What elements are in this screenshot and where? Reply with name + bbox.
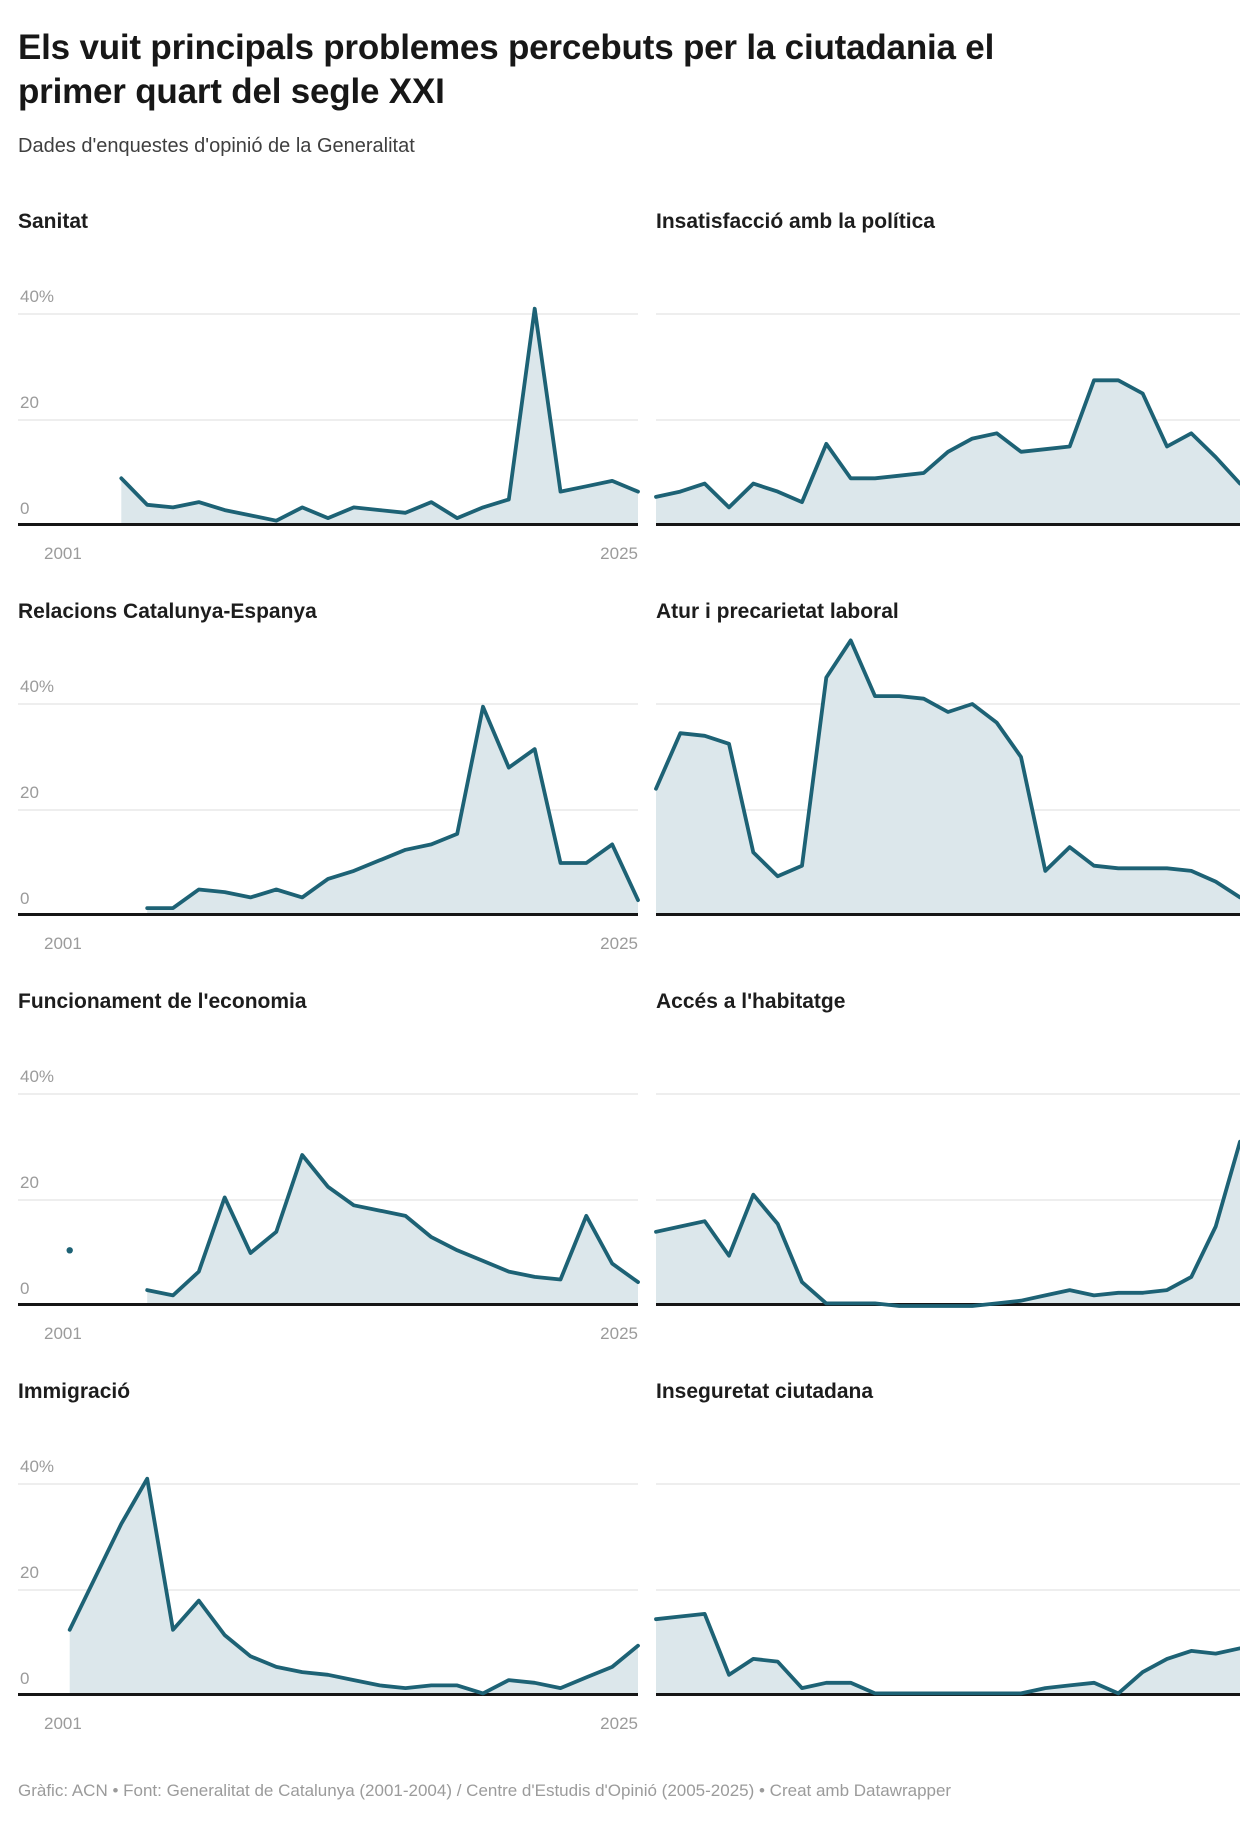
chart-panel-relacions-catalunya-espanya: Relacions Catalunya-Espanya 40% 20 0 200… [18, 598, 640, 988]
chart-panel-atur: Atur i precarietat laboral [654, 598, 1240, 988]
area-fill [656, 640, 1240, 916]
y-tick-40: 40% [20, 1067, 55, 1086]
trend-line [654, 1139, 1240, 1308]
page-subtitle: Dades d'enquestes d'opinió de la General… [18, 135, 415, 157]
trend-line [119, 306, 640, 523]
x-tick-end: 2025 [600, 544, 638, 563]
attribution-footer: Gràfic: ACN • Font: Generalitat de Catal… [18, 1781, 952, 1800]
chart-title: Immigració [18, 1380, 131, 1403]
y-tick-0: 0 [20, 1279, 30, 1298]
trend-line [145, 704, 640, 910]
y-tick-40: 40% [20, 287, 55, 306]
area-fill [69, 1478, 638, 1696]
chart-panel-sanitat: Sanitat 40% 20 0 2001 2025 [18, 208, 640, 598]
plot-area: 40% 20 0 2001 2025 [18, 1406, 640, 1734]
trend-line [654, 378, 1240, 510]
chart-title: Sanitat [18, 210, 89, 233]
plot-area: 40% 20 0 2001 2025 [18, 1016, 640, 1344]
trend-line [654, 638, 1240, 900]
trend-line [67, 1476, 640, 1696]
chart-title: Insatisfacció amb la política [656, 210, 935, 233]
y-tick-40: 40% [20, 677, 55, 696]
chart-panel-inseguretat: Inseguretat ciutadana [654, 1378, 1240, 1768]
y-tick-0: 0 [20, 889, 30, 908]
x-tick-start: 2001 [44, 1714, 82, 1733]
trend-line [654, 1612, 1240, 1696]
y-tick-20: 20 [20, 393, 39, 412]
plot-area [654, 1406, 1240, 1706]
area-chart-atur [654, 638, 1240, 916]
y-tick-20: 20 [20, 1173, 39, 1192]
y-tick-20: 20 [20, 1563, 39, 1582]
x-tick-start: 2001 [44, 1324, 82, 1343]
area-fill [656, 1141, 1240, 1306]
chart-title: Inseguretat ciutadana [656, 1380, 874, 1403]
area-chart-inseguretat [654, 1483, 1240, 1696]
y-tick-20: 20 [20, 783, 39, 802]
chart-panel-economia: Funcionament de l'economia 40% 20 0 2001… [18, 988, 640, 1378]
x-axis-labels: 2001 2025 [18, 1714, 638, 1734]
chart-title: Atur i precarietat laboral [656, 600, 899, 623]
plot-area: 40% 20 0 2001 2025 [18, 236, 640, 564]
x-axis-labels: 2001 2025 [18, 934, 638, 954]
area-chart-habitatge [654, 1093, 1240, 1308]
x-tick-start: 2001 [44, 934, 82, 953]
chart-title: Relacions Catalunya-Espanya [18, 600, 317, 623]
x-axis-labels: 2001 2025 [18, 544, 638, 564]
chart-panel-insatisfaccio-politica: Insatisfacció amb la política [654, 208, 1240, 598]
area-chart-sanitat [18, 306, 640, 526]
y-tick-40: 40% [20, 1457, 55, 1476]
area-fill [121, 308, 639, 526]
chart-title: Funcionament de l'economia [18, 990, 307, 1013]
chart-title: Accés a l'habitatge [656, 990, 846, 1013]
trend-line [145, 1153, 640, 1298]
page: Els vuit principals problemes percebuts … [18, 28, 1240, 1768]
isolated-point [66, 1247, 73, 1254]
area-fill [147, 706, 638, 916]
x-axis-labels: 2001 2025 [18, 1324, 638, 1344]
plot-area [654, 236, 1240, 536]
x-tick-end: 2025 [600, 934, 638, 953]
area-chart-insatisfaccio [654, 313, 1240, 526]
area-chart-immigracio [18, 1476, 640, 1696]
chart-panel-immigracio: Immigració 40% 20 0 2001 2025 [18, 1378, 640, 1768]
y-tick-0: 0 [20, 1669, 30, 1688]
x-tick-end: 2025 [600, 1324, 638, 1343]
x-tick-end: 2025 [600, 1714, 638, 1733]
area-fill [656, 1613, 1240, 1696]
chart-panel-habitatge: Accés a l'habitatge [654, 988, 1240, 1378]
plot-area: 40% 20 0 2001 2025 [18, 626, 640, 954]
charts-grid: Sanitat 40% 20 0 2001 2025 In [18, 208, 1240, 1768]
area-fill [147, 1155, 638, 1306]
plot-area [654, 1016, 1240, 1316]
plot-area [654, 626, 1240, 926]
x-tick-start: 2001 [44, 544, 82, 563]
area-chart-economia [18, 1093, 640, 1306]
area-chart-relacions [18, 703, 640, 916]
y-tick-0: 0 [20, 499, 30, 518]
page-title: Els vuit principals problemes percebuts … [18, 28, 995, 111]
